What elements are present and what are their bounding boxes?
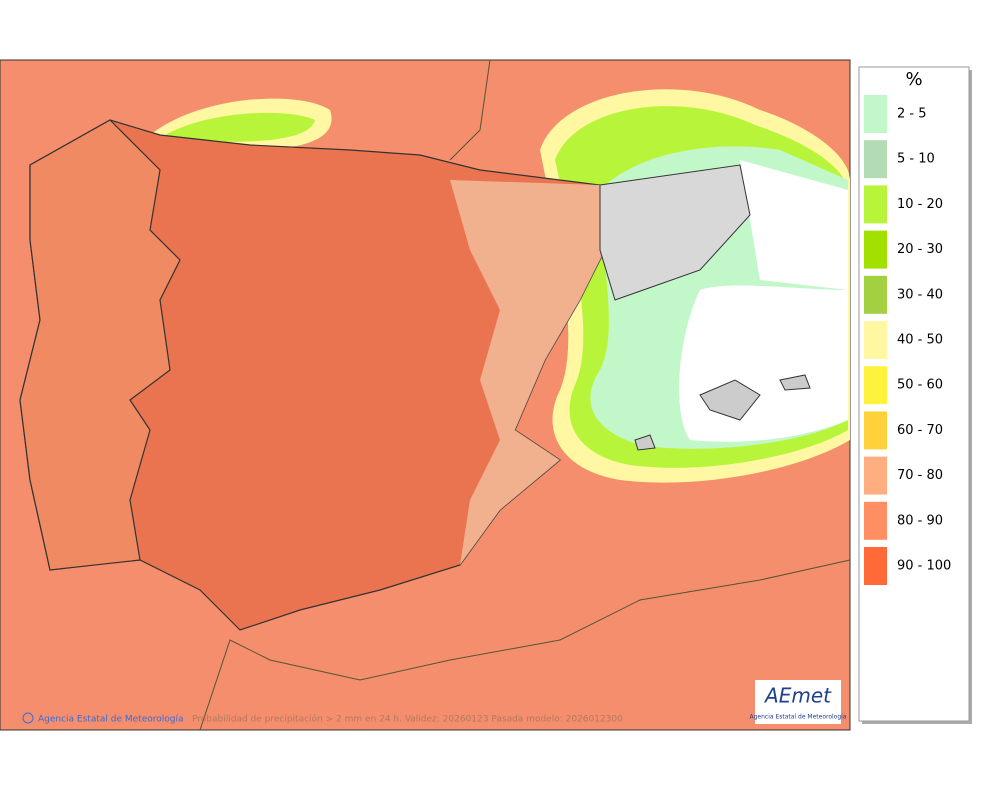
logo: AEmet <box>763 684 832 708</box>
catalonia <box>599 164 751 301</box>
legend-swatch <box>864 501 887 540</box>
copyright-icon <box>22 712 34 724</box>
legend-label: 60 - 70 <box>897 423 943 438</box>
map: Agencia Estatal de Meteorología Probabil… <box>0 59 851 731</box>
credit: Agencia Estatal de Meteorología <box>38 715 184 725</box>
legend-swatch <box>864 321 887 359</box>
france-border <box>449 59 491 161</box>
precip-area <box>740 160 848 290</box>
legend-title: % <box>905 69 922 90</box>
precip-area <box>450 180 615 565</box>
legend-swatch <box>864 275 887 314</box>
legend: % 2 - 5 5 - 10 10 - 20 20 - 30 30 - 40 40 - 5… <box>858 66 972 724</box>
legend-label: 50 - 60 <box>897 378 943 393</box>
legend-label: 2 - 5 <box>897 107 927 122</box>
island <box>779 374 811 391</box>
legend-swatch <box>864 230 887 269</box>
legend-swatch <box>864 366 887 405</box>
legend-swatch <box>864 456 887 495</box>
africa-coast <box>199 559 851 731</box>
portugal <box>19 119 181 571</box>
legend-label: 10 - 20 <box>897 197 943 212</box>
legend-swatch <box>864 185 887 224</box>
legend-swatch <box>864 140 887 179</box>
legend-label: 80 - 90 <box>897 513 943 528</box>
precip-area <box>679 285 848 442</box>
legend-swatch <box>864 95 887 133</box>
island <box>634 434 656 451</box>
legend-label: 20 - 30 <box>897 242 943 257</box>
legend-label: 90 - 100 <box>897 559 951 574</box>
legend-label: 70 - 80 <box>897 468 943 483</box>
legend-label: 40 - 50 <box>897 333 943 348</box>
island <box>699 379 761 421</box>
legend-label: 5 - 10 <box>897 152 935 167</box>
legend-label: 30 - 40 <box>897 287 943 302</box>
logo-box <box>755 680 841 724</box>
precip-area <box>165 112 315 142</box>
legend-swatch <box>864 411 887 450</box>
caption: Probabilidad de precipitación > 2 mm en … <box>192 714 623 725</box>
legend-swatch <box>864 547 887 585</box>
logo-subtitle: Agencia Estatal de Meteorología <box>750 714 847 721</box>
